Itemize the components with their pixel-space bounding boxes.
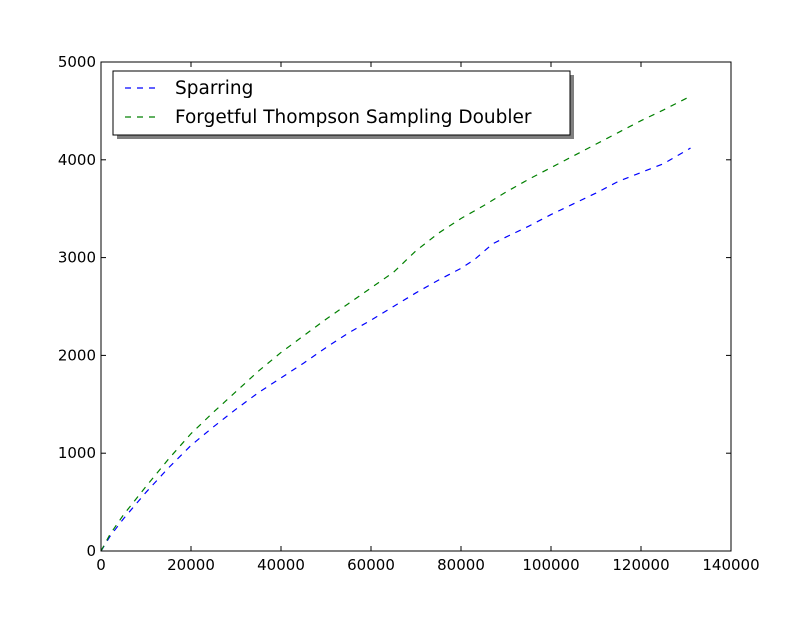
y-tick-label: 3000 [58, 249, 96, 267]
ticks-layer: 0 20000 40000 60000 80000 100000 120000 140000 0… [58, 53, 760, 574]
legend-label-1: Forgetful Thompson Sampling Doubler [175, 107, 532, 128]
legend-label-0: Sparring [175, 78, 253, 99]
y-tick-label: 2000 [58, 346, 96, 364]
x-tick-label: 60000 [347, 556, 395, 574]
series-line-0 [100, 147, 691, 552]
x-tick-label: 20000 [167, 556, 215, 574]
legend-box [112, 70, 571, 136]
x-tick-label: 0 [96, 556, 106, 574]
x-tick-label: 100000 [522, 556, 579, 574]
y-tick-label: 4000 [58, 151, 96, 169]
x-tick-label: 140000 [702, 556, 759, 574]
plot-frame [100, 61, 732, 552]
plot-area [101, 62, 731, 551]
x-tick-label: 80000 [437, 556, 485, 574]
series-layer [100, 95, 691, 552]
x-tick-label: 40000 [257, 556, 305, 574]
legend: Sparring Forgetful Thompson Sampling Doub… [112, 70, 574, 139]
y-tick-label: 1000 [58, 444, 96, 462]
y-tick-label: 5000 [58, 53, 96, 71]
x-tick-label: 120000 [612, 556, 669, 574]
y-tick-label: 0 [86, 542, 96, 560]
